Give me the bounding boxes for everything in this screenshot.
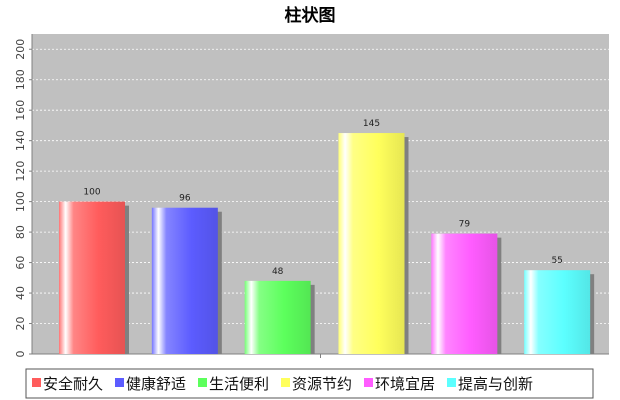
y-tick-label: 80 bbox=[14, 225, 27, 239]
axes: 0 20 40 60 80 100 120 140 160 180 200 bbox=[14, 34, 609, 358]
bar-6 bbox=[524, 270, 591, 354]
y-tick-label: 20 bbox=[14, 317, 27, 331]
y-tick-label: 60 bbox=[14, 256, 27, 270]
data-label: 100 bbox=[83, 188, 100, 198]
legend-label: 环境宜居 bbox=[375, 375, 435, 393]
bars: 100 96 48 145 79 55 bbox=[59, 119, 595, 354]
y-tick-label: 0 bbox=[14, 351, 27, 358]
data-label: 79 bbox=[459, 220, 471, 230]
bar-1 bbox=[59, 201, 125, 354]
legend: 安全耐久 健康舒适 生活便利 资源节约 环境宜居 提高与创新 bbox=[25, 368, 594, 399]
y-tick-label: 200 bbox=[14, 39, 27, 60]
chart-title: 柱状图 bbox=[285, 5, 336, 26]
bar-2 bbox=[151, 207, 218, 354]
legend-label: 健康舒适 bbox=[126, 375, 186, 393]
data-label: 55 bbox=[551, 256, 562, 266]
legend-swatch bbox=[447, 378, 456, 387]
y-tick-label: 120 bbox=[14, 161, 27, 182]
y-tick-label: 160 bbox=[14, 100, 27, 121]
legend-label: 安全耐久 bbox=[43, 375, 103, 393]
data-label: 48 bbox=[272, 267, 284, 277]
y-tick-label: 40 bbox=[14, 286, 27, 300]
legend-swatch bbox=[198, 378, 207, 387]
y-tick-label: 140 bbox=[14, 130, 27, 151]
legend-label: 提高与创新 bbox=[458, 375, 533, 393]
legend-label: 生活便利 bbox=[209, 375, 269, 393]
legend-swatch bbox=[364, 378, 373, 387]
data-label: 96 bbox=[179, 194, 191, 204]
y-tick-label: 100 bbox=[14, 191, 27, 212]
legend-swatch bbox=[281, 378, 290, 387]
bar-5 bbox=[431, 233, 498, 354]
data-label: 145 bbox=[363, 119, 380, 129]
legend-label: 资源节约 bbox=[292, 375, 352, 393]
legend-swatch bbox=[115, 378, 124, 387]
y-tick-label: 180 bbox=[14, 69, 27, 90]
bar-4 bbox=[338, 133, 405, 354]
legend-swatch bbox=[32, 378, 41, 387]
bar-3 bbox=[244, 280, 311, 354]
